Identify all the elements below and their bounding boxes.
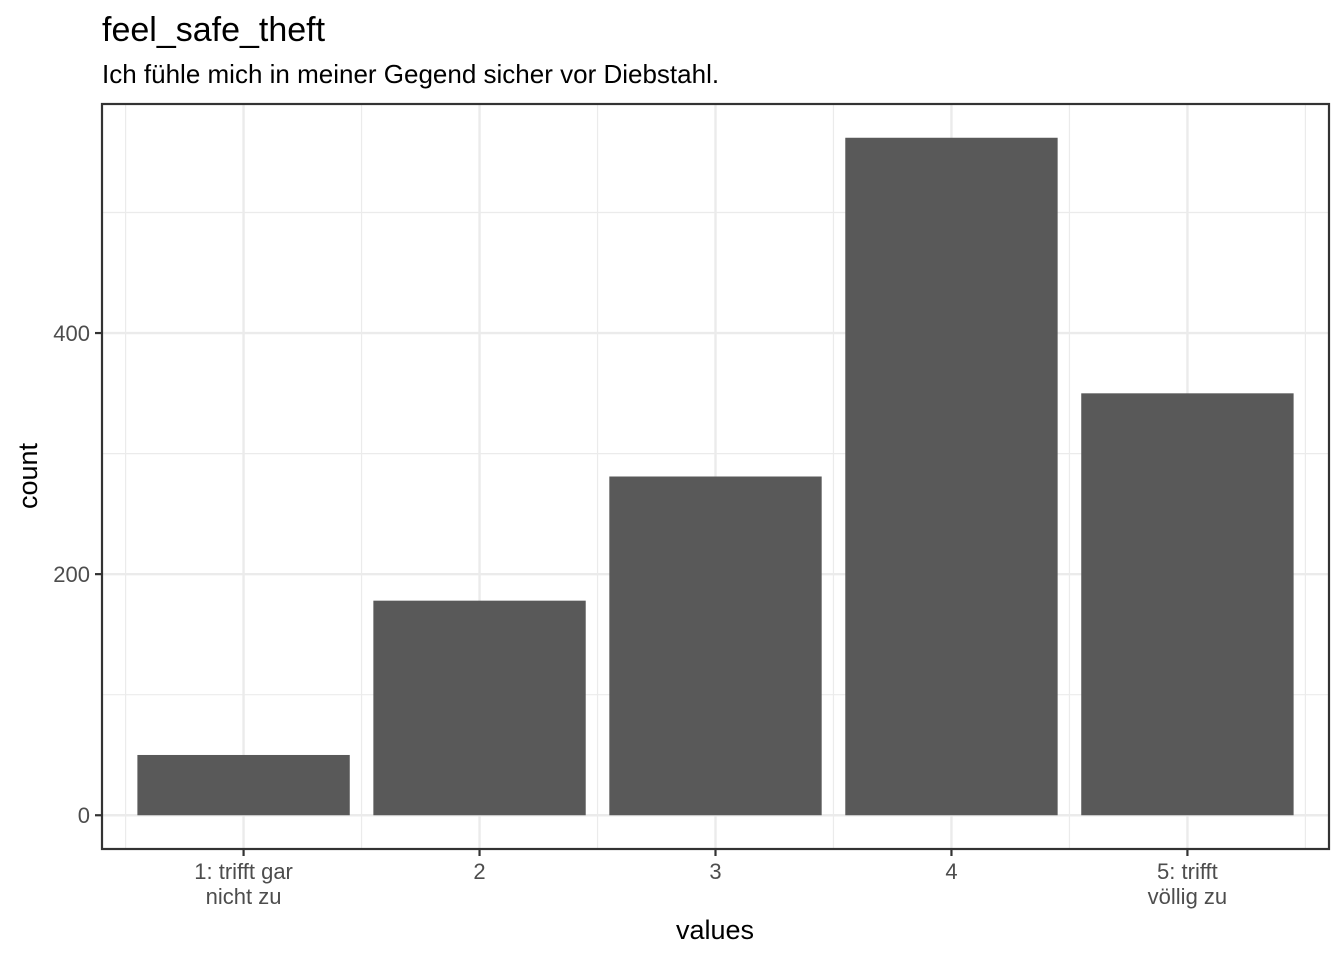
x-tick-label: 3	[709, 859, 721, 884]
x-tick-label: 2	[473, 859, 485, 884]
plot-panel	[100, 102, 1331, 851]
x-axis: 1: trifft gar nicht zu 2 3 4 5: trifft völlig …	[194, 849, 1227, 909]
x-axis-title: values	[676, 915, 754, 945]
bar	[137, 754, 350, 816]
bar	[373, 600, 586, 816]
bar	[1081, 393, 1294, 816]
bar	[609, 476, 822, 816]
bar	[845, 137, 1058, 816]
chart-subtitle: Ich fühle mich in meiner Gegend sicher v…	[102, 59, 719, 89]
x-tick-label: 1: trifft gar nicht zu	[194, 859, 293, 909]
y-tick-label: 0	[78, 803, 90, 828]
chart-title: feel_safe_theft	[102, 11, 326, 49]
y-tick-label: 200	[53, 562, 90, 587]
bars	[137, 137, 1294, 816]
y-tick-label: 400	[53, 321, 90, 346]
x-tick-label: 5: trifft völlig zu	[1148, 859, 1227, 909]
y-axis-title: count	[13, 442, 43, 509]
x-tick-label: 4	[945, 859, 957, 884]
y-axis: 0 200 400	[53, 321, 102, 828]
